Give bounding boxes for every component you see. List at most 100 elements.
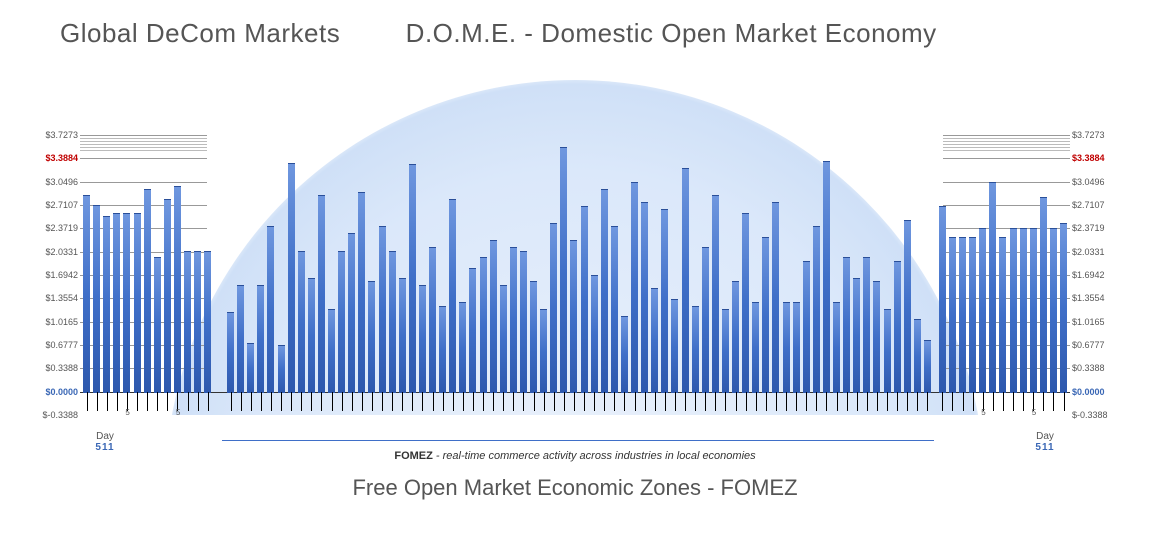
neg-tick bbox=[1013, 392, 1014, 411]
bar bbox=[93, 205, 100, 393]
neg-tick bbox=[786, 392, 787, 411]
neg-tick bbox=[917, 392, 918, 411]
neg-tick bbox=[736, 392, 737, 411]
bar bbox=[914, 319, 921, 392]
bar bbox=[154, 257, 161, 392]
y-tick-label: $0.6777 bbox=[1072, 340, 1132, 350]
bar bbox=[144, 189, 151, 393]
x-tick-5: 5 bbox=[981, 408, 985, 417]
bar bbox=[469, 268, 476, 393]
neg-tick bbox=[776, 392, 777, 411]
neg-tick bbox=[392, 392, 393, 411]
bar bbox=[979, 228, 986, 393]
bar bbox=[873, 281, 880, 392]
bar bbox=[1020, 228, 1027, 393]
neg-tick bbox=[321, 392, 322, 411]
bar bbox=[459, 302, 466, 393]
neg-tick bbox=[311, 392, 312, 411]
bar bbox=[318, 195, 325, 392]
y-tick-label: $1.3554 bbox=[1072, 293, 1132, 303]
bar bbox=[793, 302, 800, 393]
neg-tick bbox=[887, 392, 888, 411]
bar bbox=[237, 285, 244, 393]
neg-tick bbox=[107, 392, 108, 411]
bar bbox=[702, 247, 709, 393]
neg-tick bbox=[705, 392, 706, 411]
neg-tick bbox=[816, 392, 817, 411]
neg-tick bbox=[198, 392, 199, 411]
neg-tick bbox=[117, 392, 118, 411]
footer-title: Free Open Market Economic Zones - FOMEZ bbox=[0, 475, 1150, 501]
bar bbox=[581, 206, 588, 393]
neg-tick bbox=[534, 392, 535, 411]
y-tick-label: $1.0165 bbox=[1072, 317, 1132, 327]
bar bbox=[772, 202, 779, 392]
neg-tick bbox=[493, 392, 494, 411]
bar bbox=[123, 213, 130, 393]
neg-tick bbox=[208, 392, 209, 411]
neg-tick bbox=[291, 392, 292, 411]
neg-tick bbox=[624, 392, 625, 411]
bar bbox=[399, 278, 406, 393]
y-tick-label: $0.3388 bbox=[1072, 363, 1132, 373]
x-tick-5: 5 bbox=[176, 408, 180, 417]
bar bbox=[661, 209, 668, 392]
bar bbox=[550, 223, 557, 393]
neg-tick bbox=[806, 392, 807, 411]
neg-tick bbox=[251, 392, 252, 411]
y-tick-label: $2.0331 bbox=[18, 247, 78, 257]
bar bbox=[164, 199, 171, 393]
fomez-underline bbox=[222, 440, 934, 441]
neg-tick bbox=[993, 392, 994, 411]
neg-tick bbox=[756, 392, 757, 411]
neg-tick bbox=[443, 392, 444, 411]
y-tick-label: $1.3554 bbox=[18, 293, 78, 303]
neg-tick bbox=[695, 392, 696, 411]
y-tick-label: $3.0496 bbox=[18, 177, 78, 187]
neg-tick bbox=[907, 392, 908, 411]
y-axis-right: $3.7273$3.3884$3.0496$2.7107$2.3719$2.03… bbox=[1072, 135, 1132, 415]
neg-tick bbox=[604, 392, 605, 411]
neg-tick bbox=[231, 392, 232, 411]
bar bbox=[278, 345, 285, 393]
neg-tick bbox=[826, 392, 827, 411]
y-tick-label: $2.3719 bbox=[1072, 223, 1132, 233]
y-tick-label: $3.7273 bbox=[18, 130, 78, 140]
bar bbox=[651, 288, 658, 392]
bar bbox=[83, 195, 90, 393]
bar bbox=[328, 309, 335, 393]
neg-tick bbox=[261, 392, 262, 411]
bar bbox=[853, 278, 860, 393]
neg-tick bbox=[544, 392, 545, 411]
neg-tick bbox=[352, 392, 353, 411]
y-tick-label: $3.0496 bbox=[1072, 177, 1132, 187]
day-word: Day bbox=[1025, 431, 1065, 442]
neg-tick bbox=[1064, 392, 1065, 411]
bar bbox=[449, 199, 456, 393]
neg-tick bbox=[87, 392, 88, 411]
bar bbox=[939, 206, 946, 393]
y-tick-label: $-0.3388 bbox=[18, 410, 78, 420]
bar bbox=[520, 251, 527, 393]
bar bbox=[419, 285, 426, 393]
bar bbox=[752, 302, 759, 393]
neg-tick bbox=[473, 392, 474, 411]
neg-tick bbox=[614, 392, 615, 411]
bar bbox=[298, 251, 305, 393]
neg-tick bbox=[877, 392, 878, 411]
y-tick-label: $1.6942 bbox=[18, 270, 78, 280]
neg-tick bbox=[766, 392, 767, 411]
neg-tick bbox=[847, 392, 848, 411]
bar bbox=[1010, 228, 1017, 393]
bar bbox=[530, 281, 537, 392]
y-axis-left: $3.7273$3.3884$3.0496$2.7107$2.3719$2.03… bbox=[18, 135, 78, 415]
bar bbox=[308, 278, 315, 393]
bar bbox=[904, 220, 911, 393]
neg-tick bbox=[645, 392, 646, 411]
neg-tick bbox=[503, 392, 504, 411]
bar bbox=[174, 186, 181, 392]
neg-tick bbox=[342, 392, 343, 411]
neg-tick bbox=[746, 392, 747, 411]
neg-tick bbox=[897, 392, 898, 411]
bar bbox=[999, 237, 1006, 392]
